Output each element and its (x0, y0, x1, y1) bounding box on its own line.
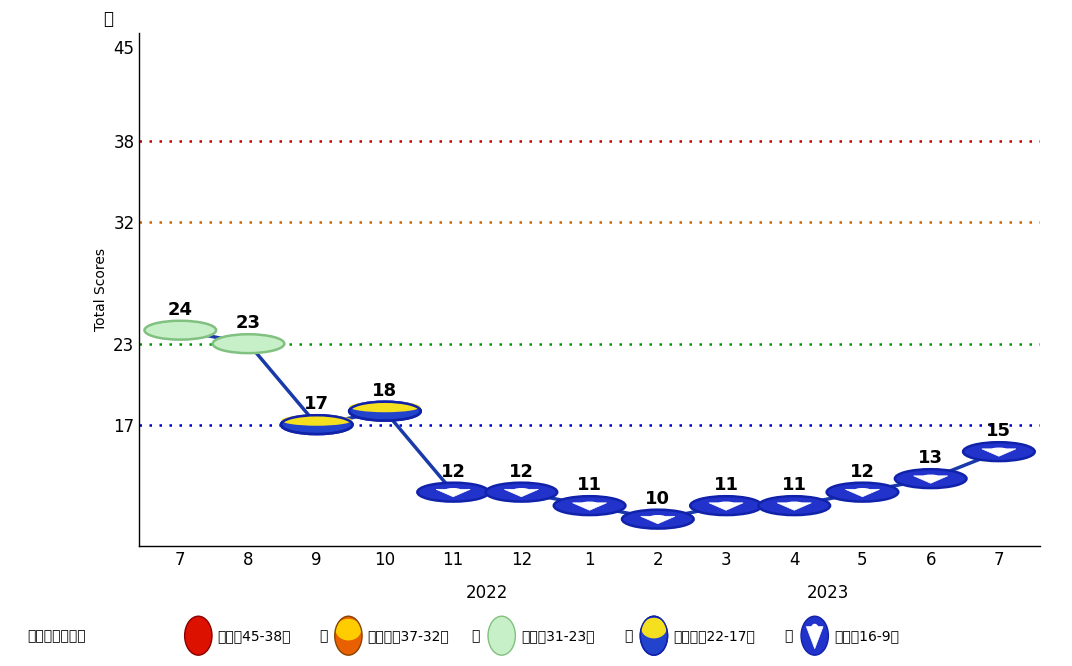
Text: 11: 11 (781, 476, 807, 494)
Text: ，: ， (319, 629, 328, 643)
Circle shape (651, 515, 665, 518)
Circle shape (515, 489, 528, 492)
Ellipse shape (827, 483, 898, 501)
Ellipse shape (758, 496, 830, 515)
Text: 綳合判斷說明：: 綳合判斷說明： (27, 629, 86, 643)
Text: 綠燈（31-23）: 綠燈（31-23） (521, 629, 595, 643)
Polygon shape (504, 490, 538, 497)
Text: 23: 23 (236, 314, 260, 332)
Text: 2023: 2023 (807, 584, 849, 602)
Ellipse shape (349, 402, 420, 412)
Ellipse shape (145, 321, 217, 340)
Polygon shape (436, 490, 471, 497)
Ellipse shape (486, 483, 557, 501)
Text: 黄紅燈（37-32）: 黄紅燈（37-32） (368, 629, 449, 643)
Polygon shape (913, 476, 948, 484)
Ellipse shape (281, 415, 353, 426)
Ellipse shape (488, 616, 516, 655)
Ellipse shape (640, 616, 668, 655)
Ellipse shape (281, 415, 353, 434)
Text: ，: ， (785, 629, 793, 643)
Ellipse shape (895, 470, 967, 488)
Ellipse shape (554, 496, 625, 515)
Ellipse shape (212, 334, 284, 353)
Text: 11: 11 (577, 476, 602, 494)
Ellipse shape (349, 402, 420, 421)
Text: 11: 11 (714, 476, 739, 494)
Polygon shape (806, 627, 823, 649)
Ellipse shape (690, 496, 762, 515)
Circle shape (583, 502, 596, 505)
Text: 12: 12 (850, 463, 875, 481)
Text: 黄藍燈（22-17）: 黄藍燈（22-17） (673, 629, 755, 643)
Circle shape (855, 489, 869, 492)
Text: 24: 24 (168, 301, 193, 319)
Circle shape (788, 502, 801, 505)
Polygon shape (777, 503, 812, 510)
Text: ，: ， (472, 629, 480, 643)
Text: ，: ， (624, 629, 632, 643)
Ellipse shape (336, 619, 361, 641)
Text: 17: 17 (304, 395, 329, 413)
Text: 12: 12 (509, 463, 534, 481)
Ellipse shape (963, 442, 1034, 461)
Polygon shape (982, 449, 1016, 456)
Polygon shape (709, 503, 743, 510)
Ellipse shape (622, 509, 694, 529)
Ellipse shape (184, 616, 212, 655)
Circle shape (812, 625, 818, 633)
Y-axis label: Total Scores: Total Scores (93, 248, 107, 331)
Circle shape (446, 489, 460, 492)
Text: 2022: 2022 (466, 584, 508, 602)
Text: 藍燈（16-9）: 藍燈（16-9） (834, 629, 899, 643)
Text: 紅燈（45-38）: 紅燈（45-38） (218, 629, 292, 643)
Circle shape (924, 476, 938, 478)
Ellipse shape (417, 483, 489, 501)
Ellipse shape (801, 616, 829, 655)
Polygon shape (641, 516, 675, 523)
Text: 分: 分 (103, 10, 114, 28)
Circle shape (992, 448, 1006, 451)
Text: 15: 15 (986, 422, 1011, 440)
Text: 13: 13 (919, 449, 943, 467)
Text: 18: 18 (372, 382, 398, 400)
Text: 12: 12 (441, 463, 465, 481)
Text: 10: 10 (645, 490, 670, 507)
Polygon shape (572, 503, 607, 510)
Ellipse shape (334, 616, 362, 655)
Polygon shape (846, 490, 879, 497)
Ellipse shape (641, 618, 667, 639)
Circle shape (719, 502, 733, 505)
